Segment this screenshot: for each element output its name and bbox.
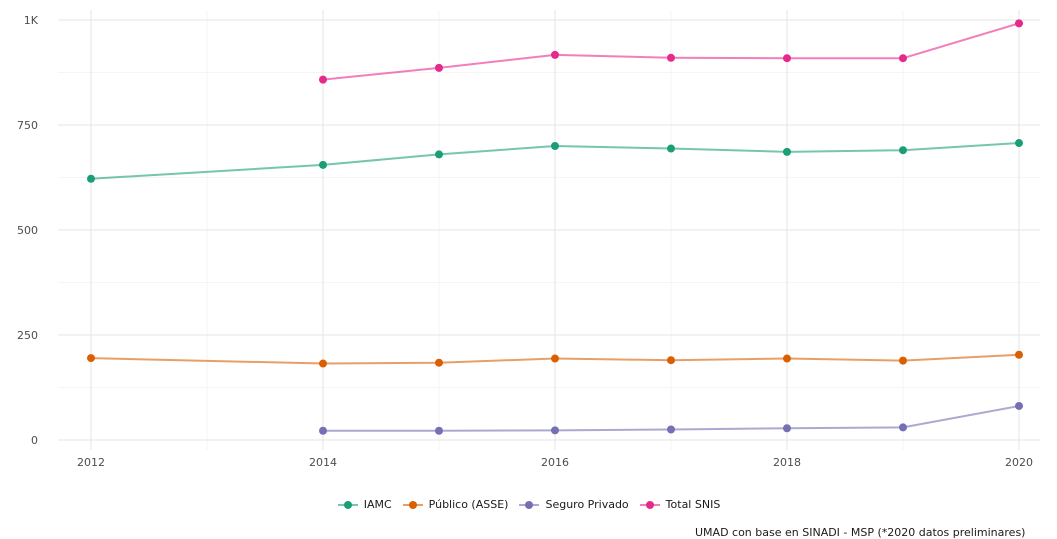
legend-label: Total SNIS bbox=[665, 498, 721, 511]
x-tick-label: 2018 bbox=[773, 456, 801, 469]
data-point bbox=[667, 356, 675, 365]
data-point bbox=[435, 426, 443, 435]
data-point bbox=[1015, 139, 1023, 148]
major-gridlines bbox=[58, 10, 1040, 450]
series-line bbox=[90, 142, 1020, 180]
data-point bbox=[551, 50, 559, 59]
x-tick-label: 2012 bbox=[77, 456, 105, 469]
y-tick-label: 500 bbox=[17, 224, 38, 237]
y-tick-label: 1K bbox=[24, 14, 39, 27]
data-point bbox=[783, 54, 791, 63]
data-point bbox=[667, 425, 675, 434]
series-points bbox=[87, 19, 1023, 435]
data-point bbox=[87, 174, 95, 183]
data-point bbox=[319, 75, 327, 84]
data-point bbox=[1015, 19, 1023, 28]
data-point bbox=[435, 150, 443, 159]
x-tick-label: 2014 bbox=[309, 456, 337, 469]
legend-item: Seguro Privado bbox=[518, 498, 629, 511]
legend-key-icon bbox=[519, 500, 540, 509]
legend-label: Público (ASSE) bbox=[428, 498, 509, 511]
data-point bbox=[435, 63, 443, 72]
legend: IAMC Público (ASSE) Seguro Privado Total SN… bbox=[0, 498, 1057, 511]
y-tick-label: 250 bbox=[17, 329, 38, 342]
data-point bbox=[783, 147, 791, 156]
data-point bbox=[667, 144, 675, 153]
y-tick-label: 750 bbox=[17, 119, 38, 132]
legend-item: Total SNIS bbox=[639, 498, 721, 511]
data-point bbox=[899, 356, 907, 365]
data-point bbox=[435, 358, 443, 367]
legend-key-icon bbox=[337, 500, 358, 509]
data-point bbox=[667, 53, 675, 62]
y-tick-label: 0 bbox=[31, 434, 38, 447]
data-point bbox=[899, 423, 907, 432]
chart-plot-area: 0 250 500 750 1K 2012 2014 2016 2018 2020 bbox=[17, 10, 1040, 469]
data-point bbox=[319, 359, 327, 368]
y-axis-tick-labels: 0 250 500 750 1K bbox=[17, 14, 39, 447]
x-tick-label: 2020 bbox=[1005, 456, 1033, 469]
chart-caption: UMAD con base en SINADI - MSP (*2020 dat… bbox=[695, 526, 1026, 539]
data-point bbox=[87, 354, 95, 363]
legend-label: IAMC bbox=[363, 498, 392, 511]
data-point bbox=[899, 146, 907, 155]
data-point bbox=[783, 354, 791, 363]
x-axis-tick-labels: 2012 2014 2016 2018 2020 bbox=[77, 456, 1033, 469]
data-point bbox=[551, 142, 559, 150]
series-line bbox=[90, 353, 1020, 365]
legend-label: Seguro Privado bbox=[545, 498, 629, 511]
data-point bbox=[899, 54, 907, 63]
data-point bbox=[319, 426, 327, 435]
legend-key-icon bbox=[402, 500, 423, 509]
data-point bbox=[551, 426, 559, 435]
data-point bbox=[1015, 350, 1023, 359]
x-tick-label: 2016 bbox=[541, 456, 569, 469]
legend-key-icon bbox=[639, 500, 660, 509]
data-point bbox=[783, 424, 791, 433]
data-point bbox=[319, 160, 327, 169]
data-point bbox=[551, 354, 559, 363]
legend-item: IAMC bbox=[337, 498, 392, 511]
data-point bbox=[1015, 401, 1023, 410]
legend-item: Público (ASSE) bbox=[402, 498, 509, 511]
